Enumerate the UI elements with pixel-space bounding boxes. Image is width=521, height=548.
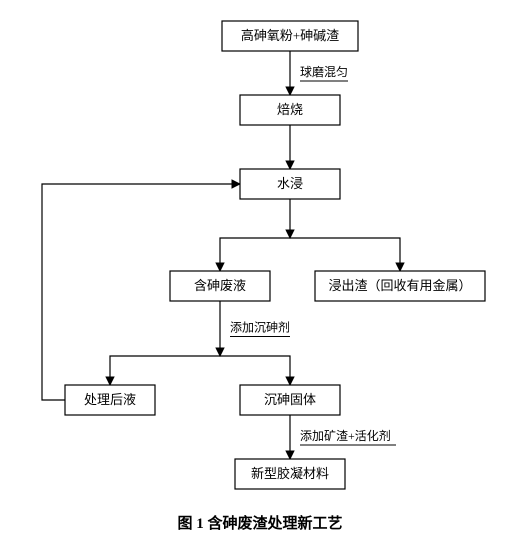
flowchart: 球磨混匀添加沉砷剂添加矿渣+活化剂 高砷氧粉+砷碱渣焙烧水浸含砷废液 浸出渣（回收有… [0,0,521,548]
node-label-n2: 焙烧 [277,102,303,117]
edge-label: 添加矿渣+活化剂 [300,428,391,443]
node-label-n5: 浸出渣（回收有用金属） [328,278,471,293]
node-label-n7: 沉砷固体 [264,392,316,407]
edge-label: 添加沉砷剂 [230,319,290,334]
node-label-n3: 水浸 [277,176,303,191]
node-label-n4: 含砷废液 [194,278,246,293]
edge-split2-n7 [220,356,290,385]
edge-split1-n4 [220,238,290,271]
edge-split2-n6 [110,356,220,385]
node-label-n6: 处理后液 [84,392,136,407]
node-label-n1: 高砷氧粉+砷碱渣 [241,28,339,43]
figure-caption: 图 1 含砷废渣处理新工艺 [177,514,342,532]
edge-split1-n5 [290,238,400,271]
edge-label: 球磨混匀 [300,65,348,79]
node-label-n8: 新型胶凝材料 [251,466,329,481]
